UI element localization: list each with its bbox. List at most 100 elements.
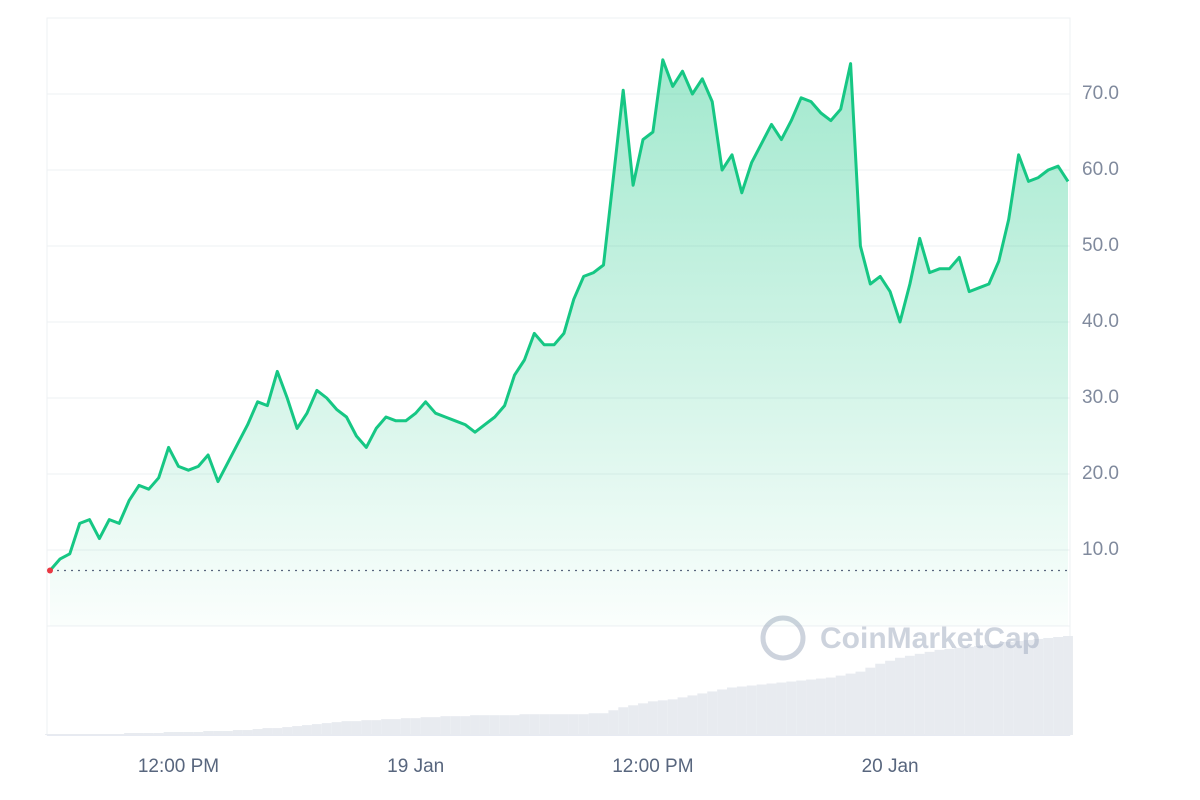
x-tick-label: 20 Jan: [862, 756, 919, 777]
volume-bar: [321, 723, 332, 735]
volume-bar: [677, 697, 688, 735]
volume-bar: [736, 686, 747, 735]
y-tick-label: 50.0: [1082, 235, 1119, 256]
volume-bar: [825, 677, 836, 735]
volume-bar: [1003, 641, 1014, 735]
price-area: [50, 59, 1068, 627]
volume-bar: [559, 714, 569, 735]
volume-bar: [588, 713, 599, 735]
volume-bar: [203, 731, 214, 735]
volume-bar: [232, 730, 243, 735]
volume-bar: [430, 717, 441, 735]
volume-bar: [381, 719, 391, 735]
volume-bar: [727, 687, 737, 735]
volume-bar: [193, 732, 204, 735]
volume-bar: [390, 719, 401, 735]
volume-bar: [64, 734, 75, 735]
volume-bar: [707, 691, 718, 735]
volume-bar: [341, 721, 352, 735]
volume-bar: [983, 644, 994, 735]
volume-bar: [657, 700, 668, 735]
volume-bar: [282, 727, 293, 735]
volume-bar: [776, 682, 787, 735]
x-tick-label: 12:00 PM: [612, 756, 693, 777]
volume-bar: [756, 684, 767, 735]
volume-bar: [766, 683, 777, 735]
volume-bar: [420, 717, 431, 735]
volume-bar: [647, 701, 658, 735]
volume-bar: [331, 722, 342, 735]
volume-bar: [292, 726, 303, 735]
volume-bar: [143, 733, 154, 735]
volume-bar: [1013, 640, 1024, 735]
volume-bar: [993, 643, 1004, 735]
volume-bar: [361, 720, 372, 735]
volume-bar: [114, 734, 125, 735]
volume-bar: [1053, 636, 1064, 735]
volume-bar: [796, 680, 807, 735]
volume-bar: [84, 734, 95, 735]
volume-bar: [470, 715, 480, 735]
volume-bar: [717, 689, 728, 735]
volume-bar: [173, 732, 184, 735]
volume-bar: [440, 716, 451, 735]
y-tick-label: 60.0: [1082, 159, 1119, 180]
volume-bar: [400, 718, 411, 735]
volume-bar: [1043, 637, 1054, 735]
volume-bar: [687, 695, 698, 735]
volume-bar: [213, 731, 223, 735]
volume-bar: [124, 733, 135, 735]
volume-bar: [242, 730, 253, 735]
volume-bar: [104, 734, 115, 735]
volume-bar: [746, 685, 757, 735]
volume-bar: [608, 710, 619, 735]
volume-bar: [94, 734, 105, 735]
volume-bar: [529, 714, 540, 735]
volume-bar: [479, 715, 490, 735]
volume-bar: [667, 699, 678, 735]
watermark-group: CoinMarketCap: [760, 615, 1040, 661]
volume-bar: [598, 713, 609, 735]
volume-bar: [519, 714, 530, 735]
volume-bar: [578, 714, 589, 735]
volume-bar: [163, 732, 174, 735]
x-tick-label: 19 Jan: [387, 756, 444, 777]
volume-bar: [845, 673, 856, 735]
volume-bar: [895, 657, 905, 735]
volume-bar: [134, 733, 144, 735]
volume-bar: [410, 718, 421, 735]
volume-bar: [885, 660, 896, 735]
volume-bar: [855, 671, 866, 735]
volume-bar: [262, 728, 273, 735]
volume-bar: [153, 733, 164, 735]
volume-bar: [549, 714, 559, 735]
volume-bar: [74, 734, 85, 735]
start-dot: [47, 567, 53, 574]
volume-bar: [944, 648, 955, 735]
volume-bar: [252, 729, 263, 735]
price-line: [48, 58, 1070, 572]
volume-bar: [618, 707, 629, 735]
volume-bar: [371, 720, 382, 735]
volume-bar: [904, 655, 915, 735]
volume-bar: [815, 678, 826, 735]
y-tick-label: 40.0: [1082, 311, 1119, 332]
volume-bar: [638, 703, 648, 735]
volume-bar: [865, 667, 876, 735]
y-tick-label: 10.0: [1082, 539, 1119, 560]
volume-bar: [964, 646, 975, 735]
volume-bar: [302, 725, 312, 735]
volume-bar: [539, 714, 550, 735]
volume-bar: [914, 653, 925, 735]
volume-bar: [351, 721, 362, 735]
volume-bar: [1023, 639, 1034, 735]
volume-bar: [1063, 636, 1073, 735]
volume-bar: [628, 705, 639, 735]
volume-bar: [934, 649, 945, 735]
volume-bar: [697, 693, 708, 735]
y-tick-label: 20.0: [1082, 463, 1119, 484]
x-tick-label: 12:00 PM: [138, 756, 219, 777]
volume-bar: [450, 716, 461, 735]
